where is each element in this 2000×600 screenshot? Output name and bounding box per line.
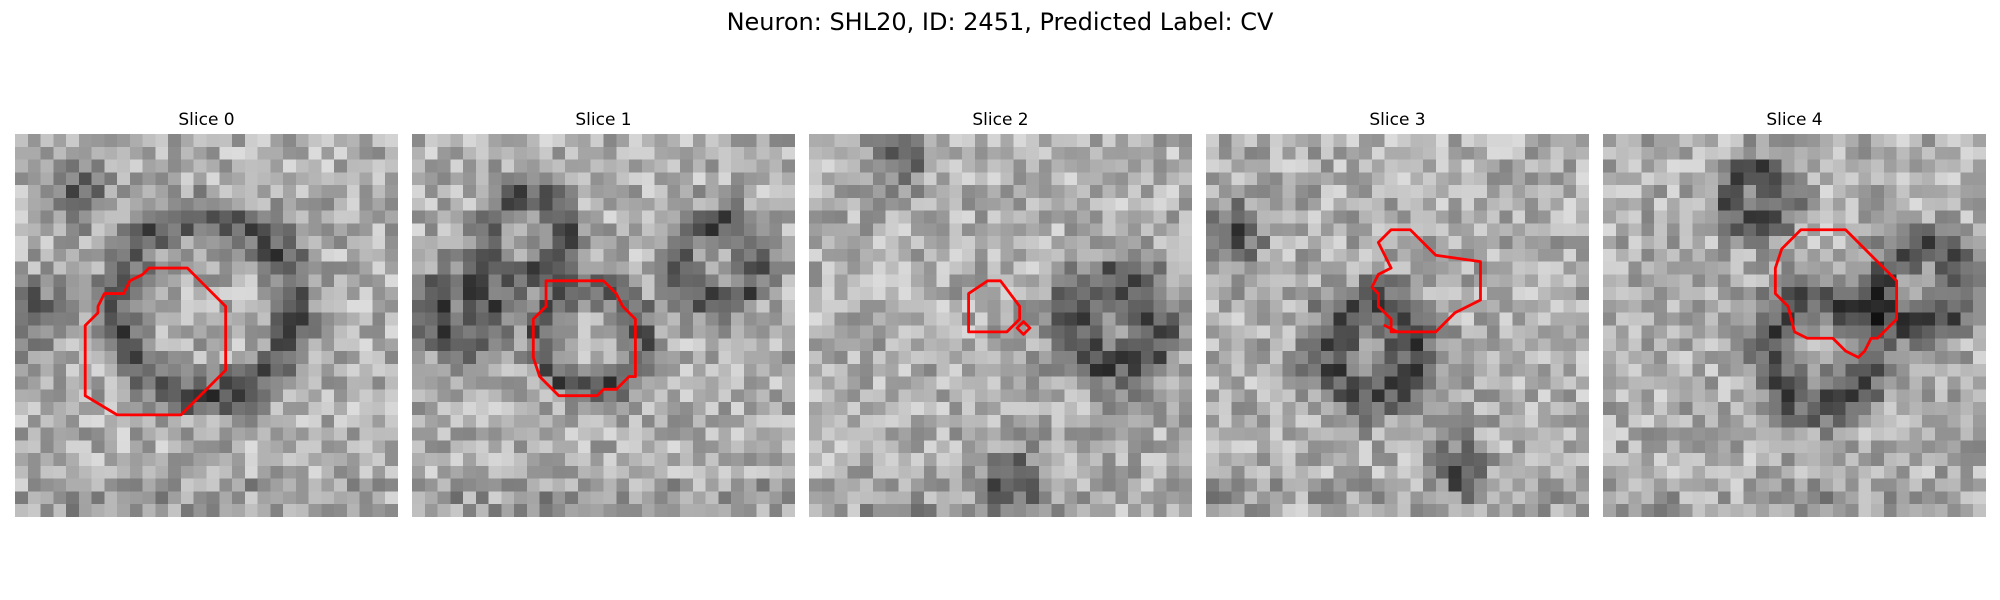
image-pixels: [412, 134, 795, 517]
slice-title: Slice 0: [178, 110, 235, 130]
slice-image: [412, 134, 795, 517]
slice-panel-1: Slice 1: [412, 108, 795, 517]
slice-image: [15, 134, 398, 517]
slice-title: Slice 1: [575, 110, 632, 130]
figure-title: Neuron: SHL20, ID: 2451, Predicted Label…: [726, 8, 1274, 36]
roi-contour: [1370, 228, 1482, 334]
slice-title: Slice 3: [1369, 110, 1426, 130]
image-pixels: [1603, 134, 1986, 517]
roi-contour: [1773, 228, 1899, 359]
roi-contour: [967, 279, 1022, 334]
slice-panel-3: Slice 3: [1206, 108, 1589, 517]
slice-title: Slice 4: [1766, 110, 1823, 130]
slice-panel-4: Slice 4: [1603, 108, 1986, 517]
slice-image: [1603, 134, 1986, 517]
image-pixels: [809, 134, 1192, 517]
image-pixels: [1206, 134, 1589, 517]
roi-contour: [83, 266, 228, 417]
slice-panel-0: Slice 0: [15, 108, 398, 517]
image-pixels: [15, 134, 398, 517]
roi-contour: [531, 279, 637, 398]
slice-title: Slice 2: [972, 110, 1029, 130]
slice-image: [809, 134, 1192, 517]
slice-image: [1206, 134, 1589, 517]
roi-contour: [1015, 320, 1032, 336]
slice-panel-2: Slice 2: [809, 108, 1192, 517]
